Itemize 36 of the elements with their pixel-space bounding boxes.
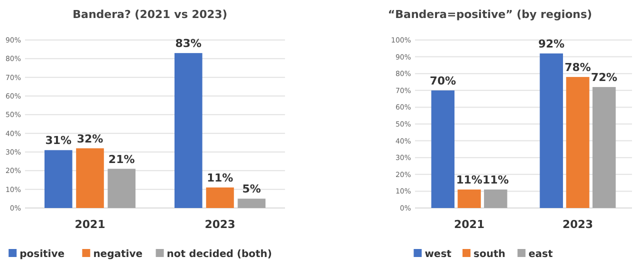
data-label: 11% bbox=[206, 171, 234, 184]
bar bbox=[431, 90, 454, 208]
data-label: 11% bbox=[482, 174, 509, 187]
data-label: 32% bbox=[76, 132, 104, 146]
bar bbox=[540, 53, 563, 208]
legend-label: west bbox=[424, 249, 452, 260]
bar bbox=[484, 190, 508, 208]
bar bbox=[592, 87, 616, 208]
data-label: 83% bbox=[175, 37, 202, 50]
x-tick-label: 2021 bbox=[454, 218, 485, 231]
data-label: 5% bbox=[242, 182, 261, 196]
data-label: 70% bbox=[430, 74, 456, 88]
x-tick-label: 2023 bbox=[204, 218, 236, 231]
bar bbox=[238, 198, 266, 208]
legend-label: positive bbox=[20, 249, 65, 260]
legend-label: not decided (both) bbox=[166, 249, 272, 260]
data-label: 72% bbox=[590, 71, 618, 84]
bar bbox=[566, 76, 590, 208]
x-tick-label: 2023 bbox=[562, 218, 594, 231]
bar bbox=[76, 148, 104, 208]
legend-label: east bbox=[528, 249, 553, 260]
data-label: 21% bbox=[108, 152, 135, 166]
chart-title: Bandera? (2021 vs 2023) bbox=[72, 8, 228, 21]
x-tick-label: 2021 bbox=[74, 218, 106, 231]
bar bbox=[108, 168, 136, 208]
data-label: 78% bbox=[564, 60, 591, 74]
legend-label: south bbox=[474, 249, 506, 260]
legend-label: negative bbox=[93, 249, 143, 260]
data-label: 31% bbox=[45, 134, 72, 148]
chart-title: “Bandera=positive” (by regions) bbox=[388, 8, 592, 21]
bar bbox=[458, 190, 481, 208]
bar bbox=[44, 150, 72, 208]
data-label: 92% bbox=[538, 37, 565, 50]
data-label: 11% bbox=[456, 174, 482, 187]
bar bbox=[174, 53, 202, 208]
bar bbox=[206, 187, 234, 208]
